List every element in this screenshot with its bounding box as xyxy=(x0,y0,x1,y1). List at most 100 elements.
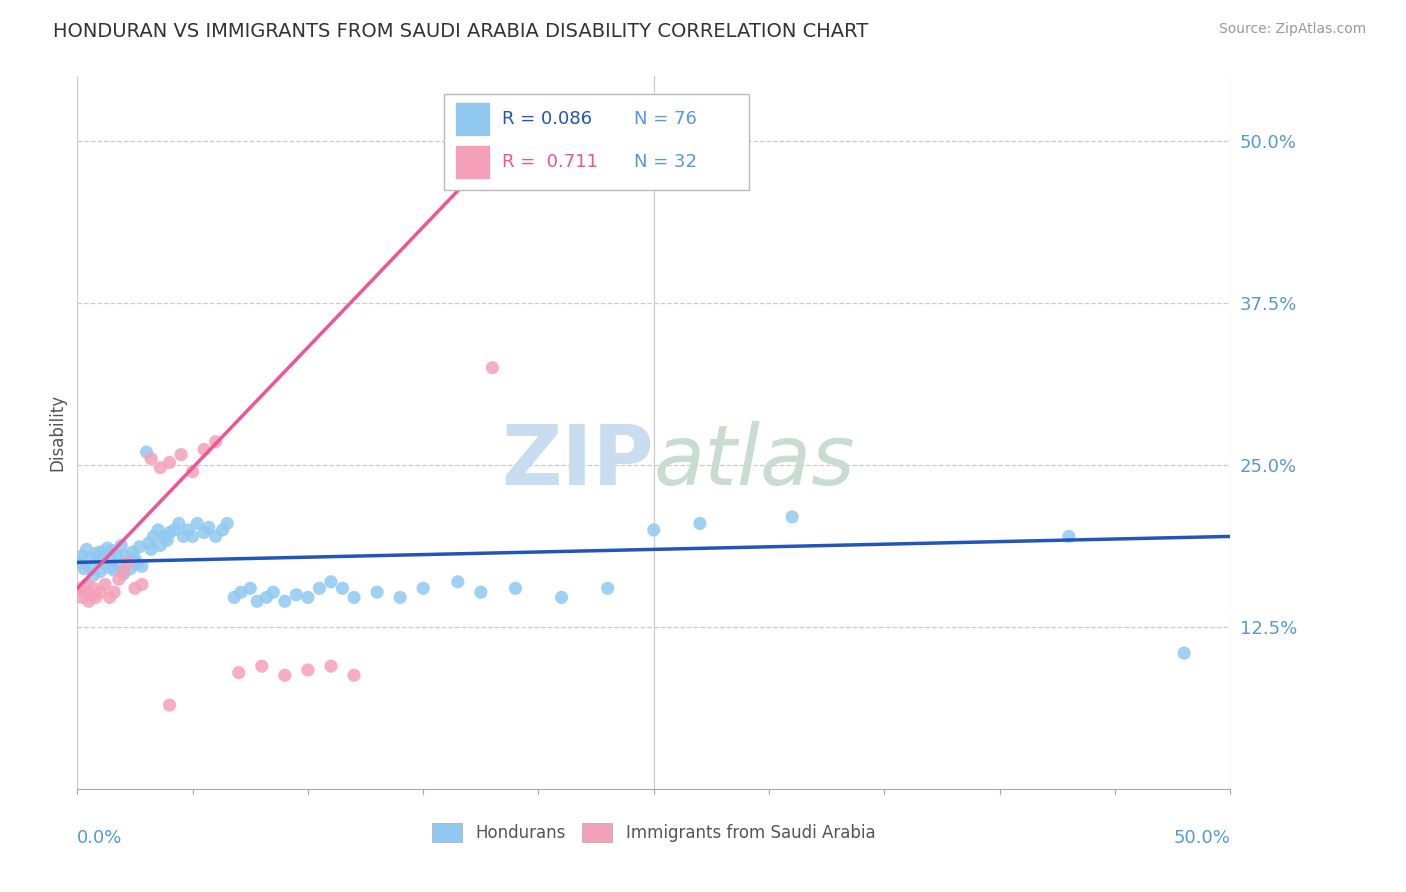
Point xyxy=(138,536,160,550)
Point xyxy=(389,591,412,605)
Point xyxy=(73,562,96,576)
Point xyxy=(181,465,204,479)
Point xyxy=(596,582,619,596)
Point xyxy=(114,549,136,563)
Point xyxy=(98,591,121,605)
Point xyxy=(211,523,233,537)
Point xyxy=(229,585,252,599)
Point xyxy=(550,591,572,605)
Point xyxy=(146,523,169,537)
Y-axis label: Disability: Disability xyxy=(48,394,66,471)
Point xyxy=(77,594,100,608)
Point xyxy=(89,545,111,559)
Point xyxy=(112,567,135,582)
Text: R = 0.086: R = 0.086 xyxy=(502,111,592,128)
Point xyxy=(110,539,132,553)
Point xyxy=(139,542,162,557)
Text: ZIP: ZIP xyxy=(502,421,654,501)
Point xyxy=(689,516,711,531)
Text: R =  0.711: R = 0.711 xyxy=(502,153,598,171)
Text: 0.0%: 0.0% xyxy=(77,829,122,847)
Point xyxy=(167,516,190,531)
Point xyxy=(87,554,110,568)
Point xyxy=(89,585,111,599)
Point xyxy=(142,529,165,543)
Point xyxy=(332,582,354,596)
Text: HONDURAN VS IMMIGRANTS FROM SAUDI ARABIA DISABILITY CORRELATION CHART: HONDURAN VS IMMIGRANTS FROM SAUDI ARABIA… xyxy=(53,22,869,41)
Point xyxy=(105,548,128,562)
Text: N = 32: N = 32 xyxy=(634,153,697,171)
Point xyxy=(135,445,157,459)
Point xyxy=(262,585,284,599)
Point xyxy=(131,559,153,574)
Point xyxy=(505,582,527,596)
Point xyxy=(319,574,342,589)
Point xyxy=(69,555,91,569)
Point xyxy=(117,555,139,569)
Point xyxy=(103,563,125,577)
Point xyxy=(101,543,124,558)
Point xyxy=(197,520,219,534)
Point xyxy=(98,560,121,574)
Point xyxy=(89,565,111,579)
Point xyxy=(285,588,308,602)
Point xyxy=(108,572,131,586)
Point xyxy=(204,434,226,449)
Point xyxy=(127,557,149,571)
Point xyxy=(447,574,470,589)
Point xyxy=(80,551,103,566)
Point xyxy=(366,585,388,599)
FancyBboxPatch shape xyxy=(444,94,749,190)
Point xyxy=(297,591,319,605)
Point xyxy=(239,582,262,596)
Point xyxy=(170,448,193,462)
Point xyxy=(80,588,103,602)
Point xyxy=(112,565,135,579)
Point xyxy=(156,533,179,548)
Text: Source: ZipAtlas.com: Source: ZipAtlas.com xyxy=(1219,22,1367,37)
Point xyxy=(274,594,297,608)
Point xyxy=(177,523,200,537)
Point xyxy=(343,668,366,682)
Point xyxy=(94,577,117,591)
Point xyxy=(153,529,176,543)
Point xyxy=(643,523,665,537)
Point xyxy=(128,540,150,554)
Point xyxy=(780,510,803,524)
Point xyxy=(1057,529,1080,543)
Text: N = 76: N = 76 xyxy=(634,111,697,128)
Point xyxy=(84,546,107,560)
Point xyxy=(1173,646,1195,660)
Point xyxy=(250,659,273,673)
Point xyxy=(82,568,104,582)
Point xyxy=(101,553,124,567)
Point xyxy=(94,557,117,571)
Point xyxy=(181,529,204,543)
Point xyxy=(308,582,330,596)
Point xyxy=(297,663,319,677)
Point xyxy=(159,698,181,712)
Point xyxy=(149,539,172,553)
Point xyxy=(412,582,434,596)
Point xyxy=(76,577,98,591)
Point xyxy=(246,594,269,608)
Point xyxy=(120,562,142,576)
Point xyxy=(70,549,93,563)
Point xyxy=(124,551,146,566)
Point xyxy=(193,525,215,540)
Point xyxy=(131,577,153,591)
Point xyxy=(77,559,100,574)
Legend: Hondurans, Immigrants from Saudi Arabia: Hondurans, Immigrants from Saudi Arabia xyxy=(426,816,882,849)
Point xyxy=(172,529,194,543)
Point xyxy=(121,545,143,559)
Point xyxy=(274,668,297,682)
Point xyxy=(139,451,162,466)
Point xyxy=(91,550,114,565)
Point xyxy=(124,582,146,596)
Point xyxy=(103,585,125,599)
Point xyxy=(224,591,246,605)
Point xyxy=(96,541,118,555)
Text: 50.0%: 50.0% xyxy=(1174,829,1230,847)
Point xyxy=(186,516,208,531)
Point xyxy=(149,460,172,475)
